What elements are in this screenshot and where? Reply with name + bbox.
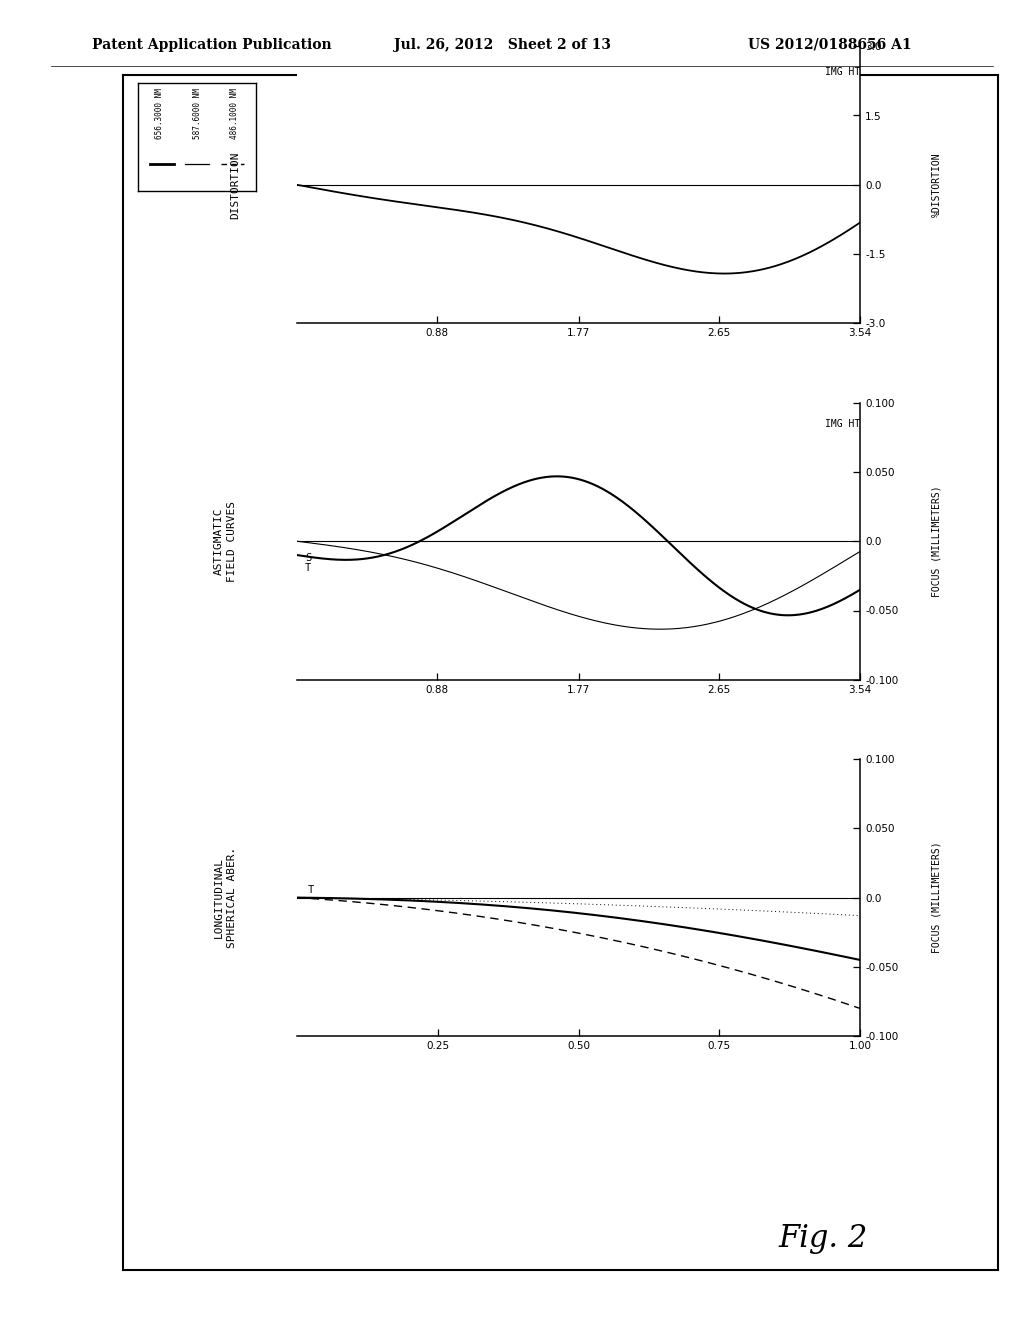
Text: T: T — [308, 884, 314, 895]
T — [646, 519, 658, 535]
T — [514, 477, 526, 492]
S — [653, 622, 666, 638]
Text: ASTIGMATIC
FIELD CURVES: ASTIGMATIC FIELD CURVES — [214, 500, 237, 582]
S — [474, 574, 486, 590]
Line: T: T — [297, 477, 860, 615]
Text: IMG HT: IMG HT — [825, 420, 860, 429]
Text: 656.3000 NM: 656.3000 NM — [155, 88, 164, 140]
Text: Patent Application Publication: Patent Application Publication — [92, 38, 332, 51]
T — [358, 550, 371, 566]
Line: S: S — [297, 541, 860, 630]
Text: FOCUS (MILLIMETERS): FOCUS (MILLIMETERS) — [932, 842, 942, 953]
S — [645, 622, 657, 638]
T — [291, 548, 303, 564]
T — [698, 568, 711, 583]
Text: 587.6000 NM: 587.6000 NM — [193, 88, 202, 140]
Text: DISTORTION: DISTORTION — [230, 150, 241, 219]
Text: US 2012/0188656 A1: US 2012/0188656 A1 — [748, 38, 911, 51]
Text: Jul. 26, 2012   Sheet 2 of 13: Jul. 26, 2012 Sheet 2 of 13 — [394, 38, 611, 51]
T — [782, 607, 795, 623]
Text: %DISTORTION: %DISTORTION — [932, 153, 942, 216]
Text: FOCUS (MILLIMETERS): FOCUS (MILLIMETERS) — [932, 486, 942, 597]
T — [551, 469, 563, 484]
S — [854, 544, 866, 560]
Text: Fig. 2: Fig. 2 — [778, 1224, 867, 1254]
S — [701, 616, 714, 632]
S — [358, 543, 371, 558]
Text: 486.1000 NM: 486.1000 NM — [230, 88, 240, 140]
S — [514, 589, 526, 605]
T — [854, 582, 866, 598]
Text: S: S — [305, 553, 311, 564]
Text: T: T — [305, 564, 311, 573]
S — [291, 533, 303, 549]
S — [698, 616, 711, 632]
Text: IMG HT: IMG HT — [825, 67, 860, 77]
Text: LONGITUDINAL
SPHERICAL ABER.: LONGITUDINAL SPHERICAL ABER. — [214, 847, 237, 948]
T — [701, 570, 714, 586]
T — [474, 496, 486, 512]
